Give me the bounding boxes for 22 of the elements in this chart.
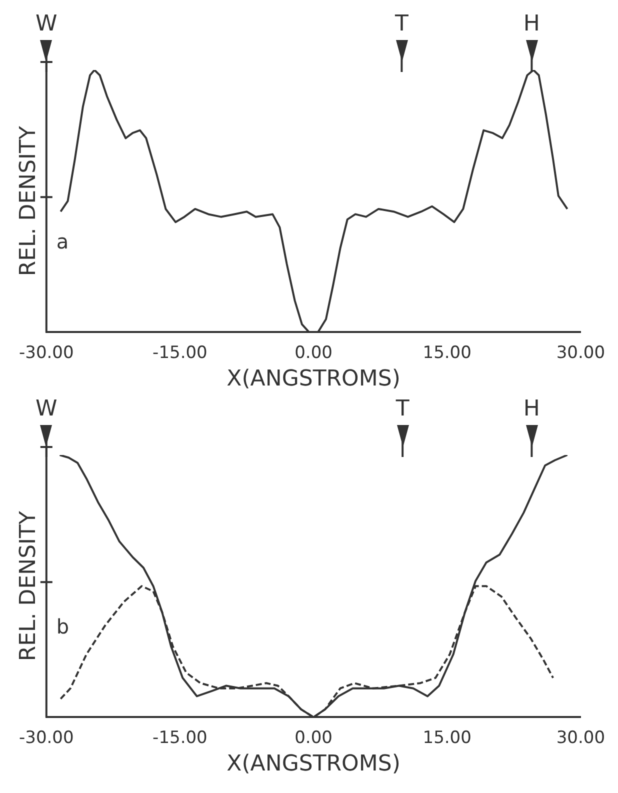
x-axis-title: X(ANGSTROMS) bbox=[226, 366, 400, 392]
ref-line-label: T bbox=[394, 12, 409, 37]
ref-line-label: H bbox=[523, 12, 540, 37]
x-tick-label: -30.00 bbox=[18, 342, 74, 363]
x-tick-label: 0.00 bbox=[294, 728, 332, 748]
x-axis-title: X(ANGSTROMS) bbox=[226, 752, 400, 777]
ref-line-label: W bbox=[36, 396, 58, 422]
ref-line-label: H bbox=[523, 396, 540, 422]
x-tick-label: 15.00 bbox=[422, 728, 472, 748]
annotation: b bbox=[56, 614, 70, 639]
ref-line-label: W bbox=[36, 12, 58, 37]
y-axis-title: REL. DENSITY bbox=[16, 510, 41, 662]
x-tick-label: 30.00 bbox=[556, 342, 605, 363]
x-tick-label: 15.00 bbox=[422, 342, 472, 363]
x-tick-label: -30.00 bbox=[18, 728, 74, 748]
x-tick-label: -15.00 bbox=[152, 342, 208, 363]
ref-line-label: T bbox=[394, 396, 410, 422]
y-axis-title: REL. DENSITY bbox=[16, 126, 41, 276]
x-tick-label: 30.00 bbox=[556, 728, 605, 748]
x-tick-label: 0.00 bbox=[294, 342, 332, 363]
x-tick-label: -15.00 bbox=[152, 728, 208, 748]
annotation: a bbox=[56, 230, 69, 254]
